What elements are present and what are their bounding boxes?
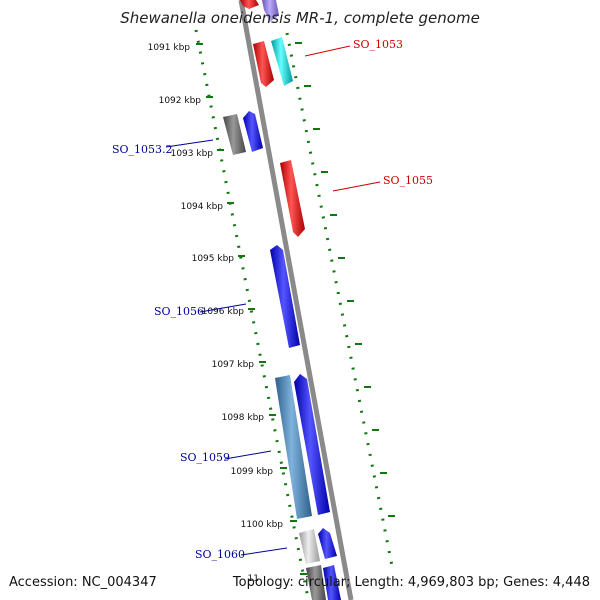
gene-label-so-1053: SO_1053	[353, 38, 403, 51]
tick-label: 11	[248, 574, 259, 584]
tick-label: 1094 kbp	[181, 202, 224, 212]
outer-ruler-ticks	[295, 42, 395, 517]
tick-label: 1100 kbp	[241, 520, 284, 530]
accession-text: Accession: NC_004347	[9, 575, 157, 590]
tick-label: 1092 kbp	[159, 96, 202, 106]
outer-ruler-line	[285, 32, 394, 567]
gene-arrows-outer	[253, 0, 341, 600]
map-title: Shewanella oneidensis MR-1, complete gen…	[120, 9, 480, 27]
tick-label: 1098 kbp	[222, 413, 265, 423]
gene-arrow	[275, 375, 312, 519]
gene-arrow	[271, 37, 293, 86]
gene-arrow	[270, 245, 300, 348]
gene-arrow	[299, 529, 320, 564]
genome-summary-text: Topology: circular; Length: 4,969,803 bp…	[232, 575, 590, 590]
gene-arrow	[294, 374, 330, 515]
tick-label: 1091 kbp	[148, 43, 191, 53]
gene-arrow	[240, 0, 259, 9]
gene-arrow	[262, 0, 279, 22]
gene-arrow	[280, 160, 305, 237]
gene-arrow	[223, 114, 246, 155]
gene-label-so-1059: SO_1059	[180, 451, 230, 464]
gene-label-so-1060: SO_1060	[195, 548, 245, 561]
gene-arrow	[318, 528, 337, 559]
gene-label-leaders	[165, 45, 381, 556]
tick-label: 1095 kbp	[192, 254, 235, 264]
gene-label-so-1056: SO_1056	[154, 305, 204, 318]
gene-arrow	[243, 111, 263, 152]
gene-arrows-inner	[223, 0, 326, 600]
gene-arrow	[253, 41, 274, 87]
inner-ruler-ticks	[196, 43, 307, 575]
tick-label: 1099 kbp	[231, 467, 274, 477]
genome-backbone	[238, 0, 354, 600]
gene-labels: SO_1053 SO_1053.2 SO_1055 SO_1056 SO_105…	[112, 38, 433, 561]
ruler-tick-labels: 1091 kbp 1092 kbp 1093 kbp 1094 kbp 1095…	[148, 43, 284, 584]
tick-label: 1096 kbp	[202, 307, 245, 317]
gene-label-so-1055: SO_1055	[383, 174, 433, 187]
gene-arrow	[306, 565, 326, 600]
tick-label: 1093 kbp	[171, 149, 214, 159]
tick-label: 1097 kbp	[212, 360, 255, 370]
gene-arrow	[323, 565, 341, 600]
gene-label-so-1053-2: SO_1053.2	[112, 143, 173, 156]
